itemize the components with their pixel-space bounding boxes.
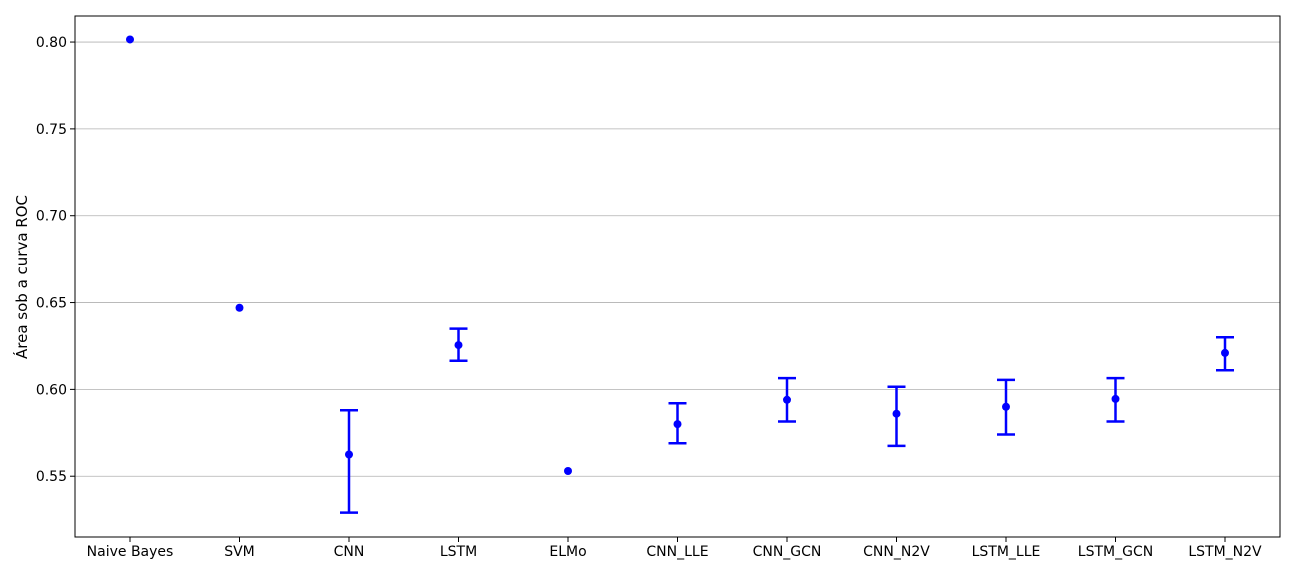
x-tick-label: LSTM — [440, 544, 477, 560]
y-tick-label: 0.70 — [36, 209, 67, 225]
data-point — [454, 341, 463, 350]
error-bar — [340, 408, 358, 514]
x-tick-label: LSTM_LLE — [972, 544, 1041, 560]
x-tick-label: LSTM_GCN — [1078, 544, 1153, 560]
x-tick-label: CNN_N2V — [863, 544, 930, 560]
data-point — [235, 303, 244, 312]
plot-frame — [74, 15, 1281, 538]
gridlines — [75, 41, 1280, 477]
y-tick-label: 0.65 — [36, 296, 67, 312]
y-tick-label: 0.55 — [36, 469, 67, 485]
data-point — [1002, 402, 1010, 411]
data-point — [1221, 348, 1229, 357]
x-tick-label: LSTM_N2V — [1188, 544, 1262, 560]
data-point — [126, 35, 134, 44]
error-bars — [340, 327, 1234, 514]
y-tick-label: 0.75 — [36, 122, 67, 138]
data-point — [783, 395, 791, 404]
y-axis-ticks: 0.55 0.60 0.65 0.70 0.75 0.80 — [36, 35, 75, 485]
x-tick-label: CNN_GCN — [753, 544, 822, 560]
data-point — [345, 450, 353, 459]
data-point — [1111, 394, 1120, 403]
data-point — [673, 420, 682, 429]
y-axis-label: Área sob a curva ROC — [12, 195, 31, 359]
x-axis-ticks: Naive Bayes SVM CNN LSTM ELMo CNN_LLE CNN_GCN C… — [87, 537, 1262, 560]
x-tick-label: SVM — [224, 544, 255, 560]
data-point — [892, 409, 901, 418]
x-tick-label: Naive Bayes — [87, 544, 174, 560]
y-tick-label: 0.60 — [36, 382, 67, 398]
x-tick-label: ELMo — [549, 544, 586, 560]
x-tick-label: CNN — [334, 544, 365, 560]
y-tick-label: 0.80 — [36, 35, 67, 51]
data-point — [564, 467, 572, 476]
data-points — [126, 35, 1229, 476]
x-tick-label: CNN_LLE — [646, 544, 708, 560]
